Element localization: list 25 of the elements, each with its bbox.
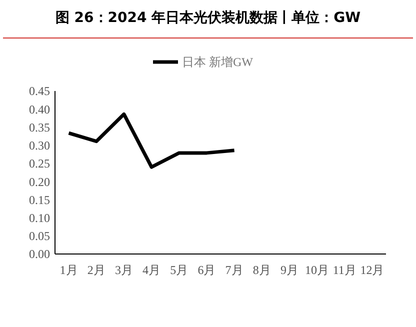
y-tick-label: 0.20 [29, 174, 50, 189]
y-tick-label: 0.40 [29, 102, 50, 116]
chart-title: 图 26：2024 年日本光伏装机数据丨单位：GW [55, 10, 361, 26]
y-tick-label: 0.05 [29, 229, 50, 244]
x-tick-label: 2月 [87, 263, 106, 277]
x-tick-label: 6月 [198, 263, 216, 277]
line-series [67, 112, 236, 169]
x-tick-label: 12月 [360, 263, 384, 277]
y-tick-label: 0.15 [29, 192, 50, 207]
x-tick-label: 3月 [114, 263, 133, 277]
y-tick-label: 0.10 [29, 210, 50, 225]
y-tick-label: 0.00 [29, 247, 50, 262]
x-tick-label: 10月 [305, 263, 330, 277]
y-tick-label: 0.30 [29, 138, 50, 153]
x-tick-label: 8月 [252, 263, 271, 277]
x-tick-label: 4月 [142, 263, 161, 277]
y-tick-label: 0.35 [29, 120, 50, 134]
x-tick-label: 5月 [170, 263, 188, 277]
x-tick-label: 9月 [280, 263, 298, 277]
legend-label: 日本 新增GW [182, 55, 254, 70]
x-tick-label: 1月 [60, 263, 78, 277]
y-tick-label: 0.45 [29, 84, 50, 98]
x-tick-label: 7月 [225, 263, 244, 277]
y-tick-label: 0.25 [29, 156, 50, 171]
x-tick-label: 11月 [332, 263, 356, 277]
